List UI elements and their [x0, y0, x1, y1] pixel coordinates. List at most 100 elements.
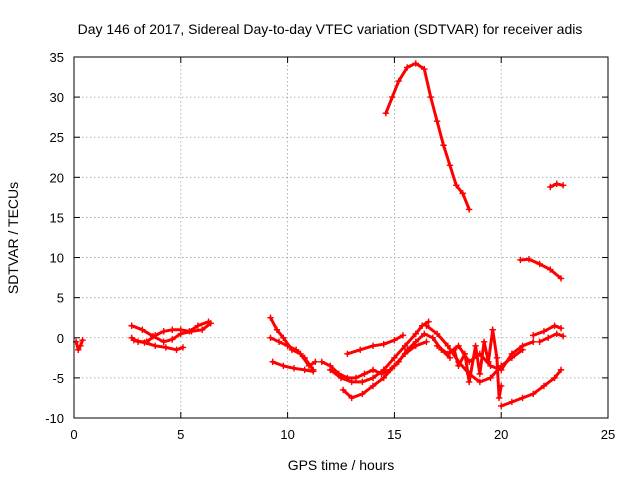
data-point [451, 346, 458, 354]
data-point [536, 338, 543, 345]
data-point [433, 330, 441, 337]
series-arc1 [72, 336, 86, 354]
data-point [139, 326, 146, 333]
data-point [348, 394, 355, 402]
data-point [489, 326, 496, 333]
data-point [205, 318, 212, 325]
data-point [369, 366, 377, 374]
data-point [476, 378, 484, 386]
data-point [433, 117, 441, 125]
data-point [79, 336, 86, 344]
data-point [508, 398, 516, 406]
series-arc14 [451, 326, 505, 402]
series-arc5 [267, 314, 319, 370]
data-point [141, 339, 148, 346]
data-point [472, 342, 479, 349]
data-point [301, 354, 308, 362]
data-point [327, 366, 334, 374]
data-point [269, 358, 276, 366]
data-point [369, 382, 377, 390]
data-point [179, 344, 187, 351]
series-line [452, 328, 503, 400]
data-point [130, 336, 138, 344]
data-point [369, 342, 377, 349]
data-point [544, 334, 552, 341]
data-point [557, 366, 565, 374]
data-point [177, 326, 184, 333]
data-point [352, 374, 360, 382]
series-line [518, 257, 563, 280]
data-point [519, 342, 526, 349]
series-line [538, 332, 565, 344]
y-axis-label: SDTVAR / TECUs [5, 182, 21, 294]
data-point [530, 338, 537, 345]
data-series [72, 60, 567, 410]
series-arc15 [498, 366, 565, 410]
data-point [465, 206, 473, 213]
data-point [557, 275, 565, 282]
data-point [310, 368, 317, 375]
data-point [540, 328, 548, 335]
y-tick-label: 0 [57, 331, 64, 346]
data-point [359, 390, 366, 398]
data-point [169, 336, 176, 343]
data-point [151, 342, 159, 349]
data-point [498, 382, 505, 390]
data-point [525, 255, 533, 263]
data-point [169, 326, 176, 333]
data-point [498, 366, 505, 374]
data-point [348, 378, 355, 386]
series-arc4 [130, 336, 187, 354]
data-point [559, 182, 567, 189]
series-arc11 [344, 332, 407, 358]
data-point [485, 358, 492, 366]
plot-frame [73, 56, 609, 419]
chart-title: Day 146 of 2017, Sidereal Day-to-day VTE… [78, 21, 583, 37]
data-point [440, 142, 447, 149]
data-point [382, 109, 390, 117]
y-tick-label: 20 [50, 170, 64, 185]
data-point [162, 344, 170, 351]
x-axis-label: GPS time / hours [288, 457, 395, 473]
data-point [301, 366, 308, 374]
data-point [519, 394, 526, 402]
series-line [499, 368, 563, 408]
data-point [151, 332, 159, 339]
x-tick-label: 0 [70, 427, 77, 442]
data-point [280, 334, 287, 341]
data-point [508, 350, 516, 358]
data-point [290, 365, 298, 372]
data-point [530, 332, 537, 339]
data-point [487, 374, 494, 382]
data-point [380, 374, 387, 382]
data-point [173, 346, 180, 354]
data-point [461, 350, 469, 358]
data-point [455, 362, 462, 370]
data-point [412, 330, 419, 337]
x-tick-label: 25 [601, 427, 615, 442]
data-point [498, 402, 505, 410]
data-point [318, 358, 325, 366]
series-arc6 [267, 334, 317, 374]
data-point [476, 370, 484, 378]
data-point [401, 342, 409, 349]
data-point [339, 386, 347, 394]
data-point [480, 338, 488, 345]
data-point [517, 256, 524, 264]
data-point [361, 370, 368, 378]
data-point [444, 350, 451, 358]
axis-ticks: 0 5 10 15 20 25 -10 -5 0 5 10 15 20 25 30 35 [45, 50, 615, 442]
data-point [401, 350, 409, 358]
data-point [194, 322, 202, 329]
data-point [160, 328, 167, 335]
y-tick-label: 15 [50, 210, 64, 225]
x-tick-label: 5 [177, 427, 184, 442]
data-point [284, 342, 291, 349]
data-point [553, 330, 560, 337]
data-point [547, 183, 554, 191]
data-point [404, 64, 411, 71]
data-point [423, 338, 430, 345]
data-point [553, 180, 560, 187]
series-arc17 [536, 330, 567, 345]
